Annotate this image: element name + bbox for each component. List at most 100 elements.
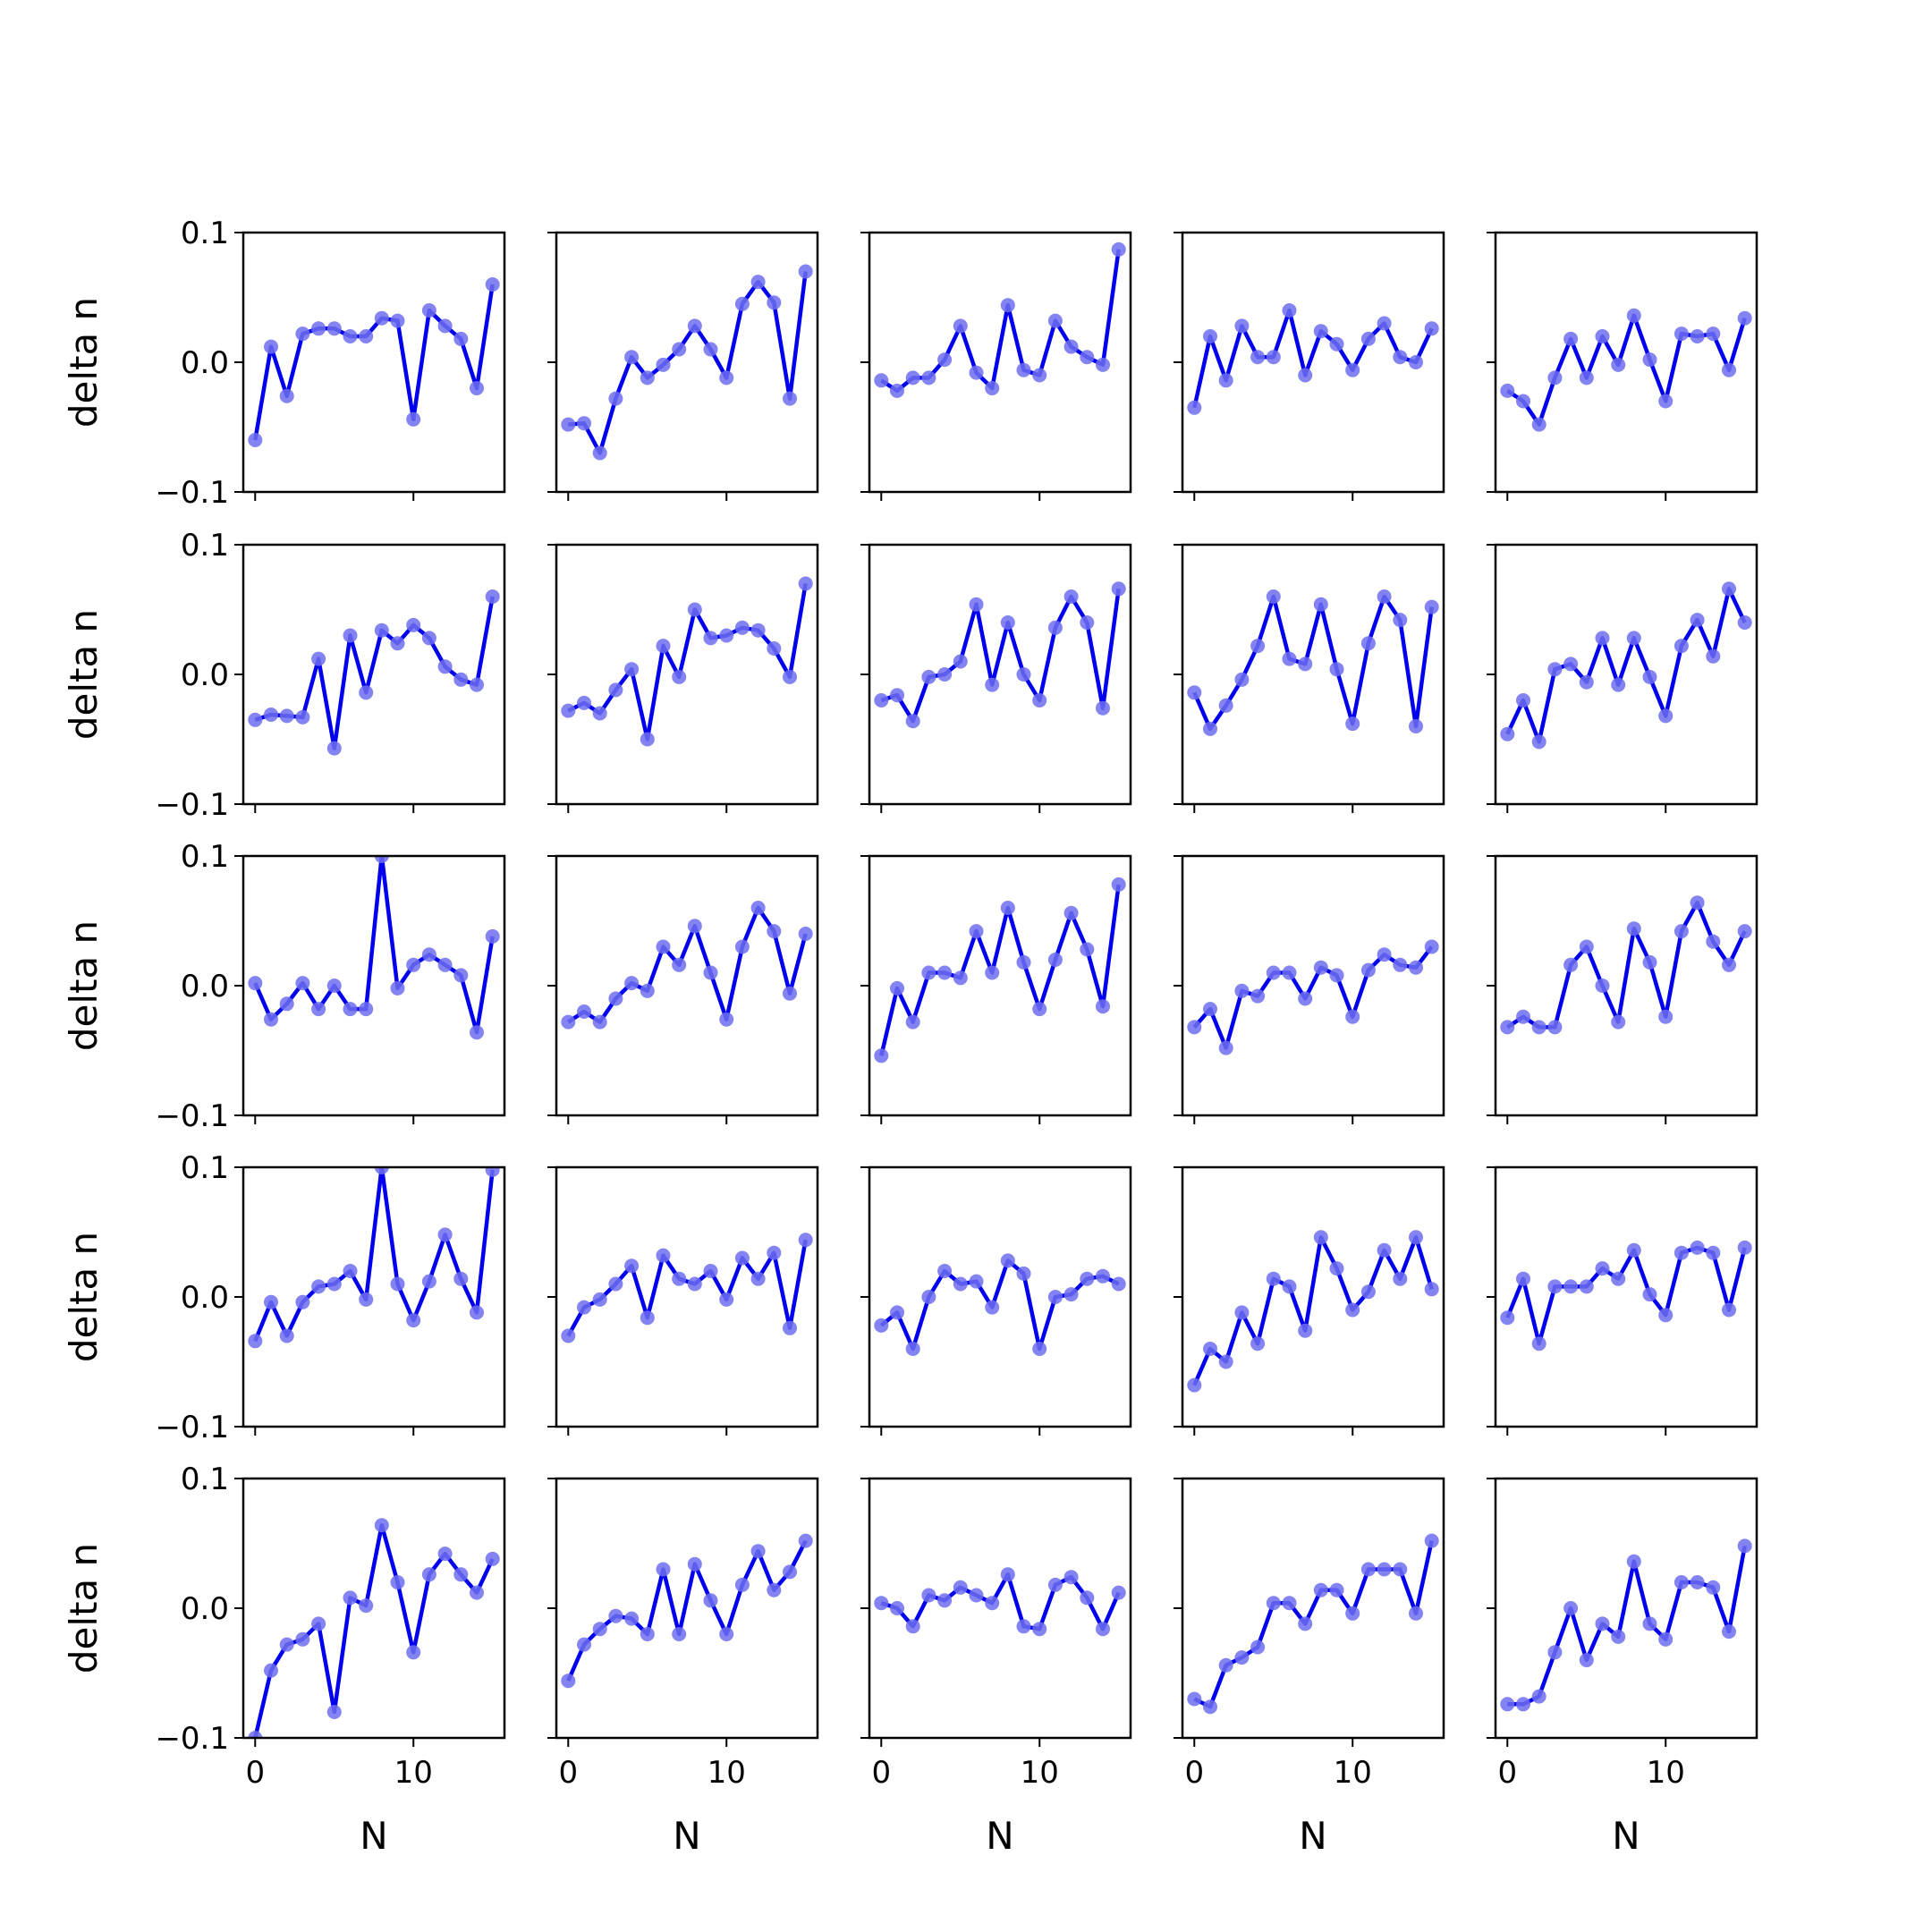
data-point-r1c4-3 bbox=[1234, 318, 1250, 334]
data-point-r3c4-2 bbox=[1218, 1040, 1233, 1055]
data-point-r1c2-14 bbox=[783, 391, 797, 406]
data-point-r2c5-9 bbox=[1642, 669, 1657, 684]
data-point-r1c5-8 bbox=[1626, 308, 1641, 323]
data-point-r3c5-12 bbox=[1690, 895, 1705, 911]
data-point-r4c3-9 bbox=[1016, 1266, 1031, 1281]
data-point-r5c1-11 bbox=[421, 1567, 436, 1582]
data-point-r3c1-12 bbox=[437, 957, 453, 972]
data-point-r4c2-5 bbox=[640, 1310, 655, 1326]
data-point-r3c3-2 bbox=[905, 1014, 920, 1030]
data-point-r3c1-6 bbox=[343, 1002, 358, 1017]
y-axis-label-r4c1: delta n bbox=[62, 1232, 106, 1362]
data-point-r3c1-15 bbox=[485, 928, 500, 944]
data-point-r5c1-15 bbox=[485, 1551, 500, 1566]
data-point-r2c4-1 bbox=[1203, 721, 1217, 736]
y-axis-label-r3c1: delta n bbox=[62, 920, 106, 1051]
data-point-r3c1-13 bbox=[453, 968, 469, 983]
data-point-r3c5-5 bbox=[1579, 939, 1594, 954]
data-point-r2c1-5 bbox=[326, 741, 342, 756]
data-point-r2c5-2 bbox=[1531, 734, 1546, 750]
series-line-r5c2 bbox=[566, 1539, 808, 1682]
data-point-r3c1-0 bbox=[248, 976, 263, 991]
data-point-r4c2-8 bbox=[687, 1276, 702, 1292]
data-point-r2c5-10 bbox=[1658, 708, 1674, 724]
data-point-r2c4-0 bbox=[1187, 685, 1202, 700]
data-point-r5c3-10 bbox=[1032, 1622, 1047, 1637]
data-point-r2c1-4 bbox=[311, 651, 326, 666]
data-point-r3c5-1 bbox=[1516, 1009, 1530, 1024]
data-point-r3c5-0 bbox=[1500, 1020, 1515, 1035]
data-point-r5c3-15 bbox=[1111, 1585, 1126, 1600]
data-point-r5c5-5 bbox=[1579, 1653, 1594, 1667]
data-point-r5c2-3 bbox=[608, 1608, 623, 1623]
data-point-r5c4-3 bbox=[1234, 1650, 1250, 1665]
y-tick-label-r1c1-0: 0.1 bbox=[181, 216, 229, 251]
y-tick-label-r5c1-1: 0.0 bbox=[181, 1591, 229, 1627]
data-point-r4c4-14 bbox=[1409, 1230, 1423, 1245]
data-point-r3c3-5 bbox=[953, 970, 968, 986]
data-point-r3c2-8 bbox=[687, 919, 702, 934]
data-point-r4c3-7 bbox=[985, 1300, 1000, 1315]
data-point-r3c1-5 bbox=[326, 979, 342, 993]
data-point-r5c2-13 bbox=[767, 1582, 782, 1597]
data-point-r2c2-5 bbox=[640, 732, 655, 747]
data-point-r2c2-13 bbox=[767, 641, 782, 656]
data-point-r4c2-9 bbox=[703, 1264, 718, 1278]
data-point-r5c3-4 bbox=[937, 1593, 953, 1608]
y-axis-label-r2c1: delta n bbox=[62, 609, 106, 740]
data-point-r2c3-3 bbox=[921, 669, 936, 684]
data-point-r1c4-11 bbox=[1360, 331, 1376, 346]
data-point-r2c5-0 bbox=[1500, 726, 1515, 741]
data-point-r3c3-8 bbox=[1000, 901, 1015, 915]
data-point-r3c2-14 bbox=[783, 986, 797, 1001]
data-point-r1c5-12 bbox=[1690, 329, 1705, 343]
data-point-r2c1-13 bbox=[453, 672, 469, 687]
data-point-r3c5-13 bbox=[1706, 934, 1721, 949]
data-point-r3c1-8 bbox=[374, 856, 389, 863]
data-point-r4c3-11 bbox=[1047, 1290, 1063, 1304]
axes-frame-r3c2 bbox=[555, 854, 819, 1117]
x-tick-label-r5c3-1: 10 bbox=[1021, 1755, 1059, 1791]
data-point-r1c4-4 bbox=[1250, 350, 1266, 365]
data-point-r4c2-11 bbox=[734, 1250, 750, 1266]
data-point-r2c5-1 bbox=[1516, 693, 1530, 708]
x-tick-label-r5c5-1: 10 bbox=[1647, 1755, 1685, 1791]
x-axis-label-r5c3: N bbox=[986, 1814, 1013, 1858]
data-point-r2c3-10 bbox=[1032, 693, 1047, 708]
data-point-r5c5-10 bbox=[1658, 1631, 1674, 1647]
data-point-r5c4-10 bbox=[1345, 1606, 1360, 1621]
data-point-r2c3-15 bbox=[1111, 581, 1126, 597]
data-point-r2c1-15 bbox=[485, 589, 500, 604]
data-point-r3c3-3 bbox=[921, 965, 936, 980]
x-tick-label-r5c4-0: 0 bbox=[1184, 1755, 1204, 1791]
data-point-r1c3-4 bbox=[937, 352, 953, 368]
data-point-r5c2-4 bbox=[624, 1611, 640, 1626]
axes-frame-r2c5 bbox=[1494, 543, 1758, 806]
data-point-r3c3-6 bbox=[969, 924, 984, 939]
data-point-r4c4-8 bbox=[1313, 1230, 1328, 1245]
series-line-r3c5 bbox=[1506, 900, 1747, 1030]
axes-frame-r4c4 bbox=[1181, 1165, 1445, 1428]
data-point-r4c1-13 bbox=[453, 1271, 469, 1286]
data-point-r2c4-10 bbox=[1345, 716, 1360, 732]
data-point-r1c3-3 bbox=[921, 370, 936, 386]
data-point-r4c2-12 bbox=[750, 1271, 766, 1286]
data-point-r4c4-4 bbox=[1250, 1336, 1266, 1352]
data-point-r5c3-9 bbox=[1016, 1619, 1031, 1634]
data-point-r1c5-2 bbox=[1531, 417, 1546, 432]
data-point-r5c5-9 bbox=[1642, 1616, 1657, 1631]
data-point-r4c2-3 bbox=[608, 1276, 623, 1292]
data-point-r5c4-8 bbox=[1313, 1582, 1328, 1597]
data-point-r3c5-15 bbox=[1737, 924, 1752, 939]
data-point-r4c5-15 bbox=[1737, 1240, 1752, 1255]
y-tick-label-r3c1-2: −0.1 bbox=[155, 1098, 229, 1134]
x-tick-label-r5c2-0: 0 bbox=[558, 1755, 578, 1791]
data-point-r5c3-1 bbox=[890, 1601, 904, 1615]
data-point-r3c2-15 bbox=[798, 927, 813, 941]
data-point-r5c4-1 bbox=[1203, 1699, 1217, 1715]
data-point-r5c2-2 bbox=[592, 1622, 607, 1637]
data-point-r2c2-1 bbox=[577, 695, 591, 710]
data-point-r1c4-10 bbox=[1345, 362, 1360, 377]
data-point-r2c1-12 bbox=[437, 659, 453, 674]
